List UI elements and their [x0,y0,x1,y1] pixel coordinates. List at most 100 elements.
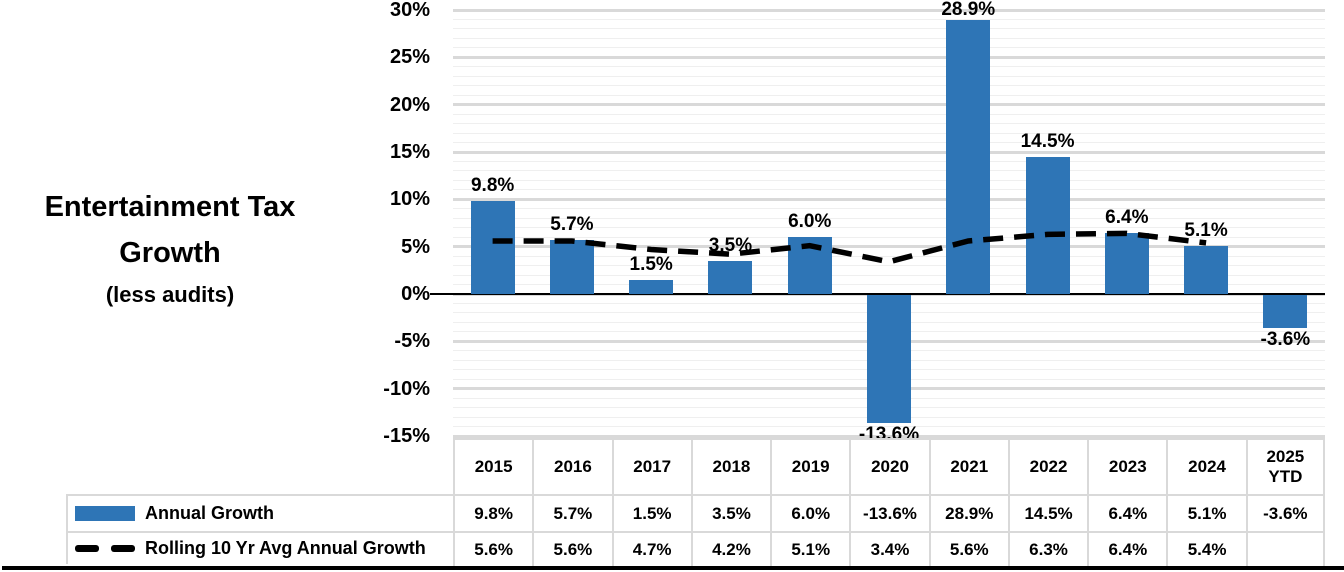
table-header-2025 YTD: 2025 YTD [1245,438,1325,494]
table-cell-row2-2020: 3.4% [849,531,929,566]
y-axis-label-30%: 30% [389,0,430,21]
table-header-2023: 2023 [1087,438,1167,494]
minor-gridline [453,142,1325,144]
bar-label-2023: 6.4% [1105,207,1149,229]
bar-label-2018: 3.5% [708,234,753,256]
table-cell-row2-2024: 5.4% [1166,531,1246,566]
table-cell-row2-2017: 4.7% [611,531,691,566]
minor-gridline [453,132,1325,134]
bar-2023 [1104,233,1149,294]
bar-label-2025 YTD: -3.6% [1260,329,1311,351]
minor-gridline [453,208,1325,210]
minor-gridline [453,47,1325,49]
table-cell-row1-2021: 28.9% [928,494,1008,531]
table-cell-row1-2016: 5.7% [532,494,612,531]
table-header-2022: 2022 [1007,438,1088,494]
table-cell-row1-2020: -13.6% [849,494,929,531]
bottom-border-line [2,566,1344,570]
bar-2020 [867,295,911,423]
table-cell-row2-2023: 6.4% [1087,531,1167,566]
data-table: 2015 2016 2017 2018 2019 2020 2021 2022 2023 2024… [453,438,1325,566]
major-gridline [453,197,1325,201]
table-cell-row1-2018: 3.5% [690,494,771,531]
y-axis-label-5%: 5% [401,235,430,258]
bar-label-2015: 9.8% [470,175,515,197]
y-axis-label--15%: -15% [383,425,430,447]
chart-title-line2: Growth [119,237,221,269]
table-header-2021: 2021 [928,438,1008,494]
y-axis-label-10%: 10% [389,188,430,211]
major-gridline [453,103,1325,107]
legend-item-annual-growth: Annual Growth [68,496,453,531]
chart-title-line1: Entertainment Tax [44,191,296,223]
minor-gridline [453,284,1325,286]
table-cell-row2-2018: 4.2% [690,531,771,566]
bar-label-2024: 5.1% [1184,219,1228,241]
minor-gridline [453,265,1325,267]
bar-2019 [787,237,832,294]
legend-label-annual-growth: Annual Growth [145,503,274,523]
table-cell-row1-2017: 1.5% [611,494,691,531]
minor-gridline [453,94,1325,96]
table-cell-row1-2023: 6.4% [1087,494,1167,531]
minor-gridline [453,170,1325,172]
major-gridline [453,55,1325,59]
minor-gridline [453,113,1325,115]
y-axis-label-0%: 0% [401,283,430,305]
major-gridline [453,8,1325,12]
bar-label-2021: 28.9% [941,0,996,20]
minor-gridline [453,189,1325,191]
y-axis-label-25%: 25% [389,46,430,69]
legend-label-rolling-avg: Rolling 10 Yr Avg Annual Growth [145,538,426,558]
table-cell-row2-2021: 5.6% [928,531,1008,566]
bar-label-2016: 5.7% [550,214,594,236]
y-axis-label-20%: 20% [389,93,430,116]
bar-2017 [629,279,674,294]
chart-title: Entertainment Tax Growth (less audits) [0,184,340,314]
bar-2024 [1184,245,1229,294]
minor-gridline [453,28,1325,30]
table-cell-row2-2016: 5.6% [532,531,612,566]
chart-title-subtitle: (less audits) [105,282,235,307]
minor-gridline [453,123,1325,125]
table-cell-row2-2025 YTD [1245,531,1325,566]
minor-gridline [453,227,1325,229]
table-header-2016: 2016 [532,438,612,494]
table-header-2024: 2024 [1166,438,1246,494]
table-cell-row2-2015: 5.6% [453,531,533,566]
minor-gridline [453,85,1325,87]
table-cell-row2-2022: 6.3% [1007,531,1088,566]
table-header-2018: 2018 [690,438,771,494]
table-header-2017: 2017 [611,438,691,494]
bar-2018 [708,260,753,294]
bar-2021 [946,20,991,294]
minor-gridline [453,426,1325,428]
bar-2015 [470,201,515,294]
table-header-2020: 2020 [849,438,929,494]
bar-swatch-icon [75,506,135,521]
minor-gridline [453,160,1325,162]
major-gridline [453,434,1325,438]
table-cell-row1-2015: 9.8% [453,494,533,531]
bar-2025 YTD [1263,295,1308,329]
y-axis-label--5%: -5% [394,330,430,353]
dashed-line-swatch-icon [75,545,135,552]
y-axis-label--10%: -10% [383,377,430,400]
minor-gridline [453,37,1325,39]
minor-gridline [453,18,1325,20]
bar-2016 [549,240,594,294]
bar-label-2019: 6.0% [788,211,832,233]
legend: Annual Growth Rolling 10 Yr Avg Annual G… [66,494,453,564]
table-cell-row2-2019: 5.1% [770,531,850,566]
major-gridline [453,150,1325,154]
table-cell-row1-2024: 5.1% [1166,494,1246,531]
table-cell-row1-2022: 14.5% [1007,494,1088,531]
minor-gridline [453,217,1325,219]
y-axis-label-15%: 15% [389,141,430,163]
table-header-2015: 2015 [453,438,533,494]
bar-label-2017: 1.5% [629,253,673,275]
bar-label-2022: 14.5% [1020,130,1075,152]
minor-gridline [453,274,1325,276]
table-cell-row1-2019: 6.0% [770,494,850,531]
bar-2022 [1025,156,1070,294]
